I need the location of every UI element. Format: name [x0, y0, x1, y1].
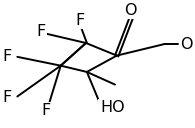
Text: O: O [180, 37, 193, 52]
Text: F: F [36, 24, 46, 39]
Text: F: F [3, 49, 12, 64]
Text: F: F [76, 13, 85, 28]
Text: O: O [125, 3, 137, 18]
Text: F: F [3, 90, 12, 105]
Text: HO: HO [100, 100, 125, 115]
Text: F: F [41, 103, 50, 118]
